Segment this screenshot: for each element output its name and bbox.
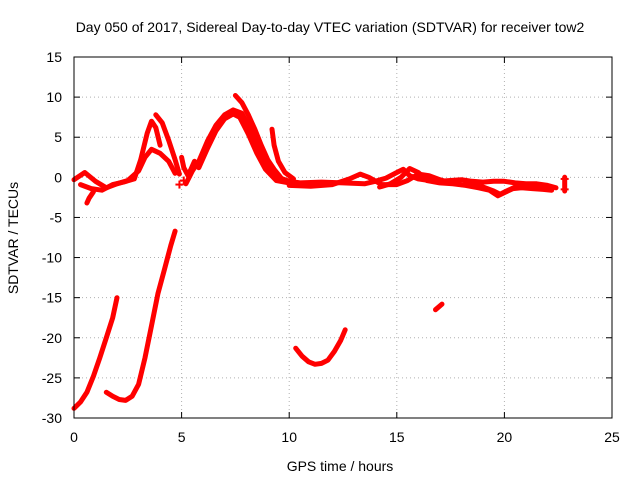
series-pass-8 [153,112,182,177]
series-pass-3 [293,327,348,367]
data-marker [179,176,188,185]
tick-labels: 0 5 10 15 20 25 -30 -25 -20 -15 -10 -5 0 5 10 15 [42,49,620,445]
y-tick-label: 15 [46,49,62,65]
y-tick-label: 5 [54,129,62,145]
data-marker [175,180,184,189]
plot-frame [73,56,613,419]
series-pass-10 [196,111,292,186]
y-tick-label: -20 [42,330,62,346]
series-pass-2 [103,228,178,403]
x-tick-label: 15 [389,429,405,445]
x-axis-label: GPS time / hours [287,458,394,474]
series-group [71,93,569,411]
series-pass-16 [377,166,555,199]
series-pass-12 [269,126,296,182]
series-pass-13 [179,154,197,179]
data-marker [560,185,569,194]
x-tick-label: 20 [497,429,513,445]
tick-marks [73,56,613,419]
grid-lines [74,57,612,418]
y-tick-label: -30 [42,410,62,426]
series-pass-1 [71,295,120,411]
x-tick-label: 25 [604,429,620,445]
y-tick-label: 0 [54,169,62,185]
series-pass-11 [232,93,284,180]
x-tick-label: 10 [281,429,297,445]
chart-title: Day 050 of 2017, Sidereal Day-to-day VTE… [76,19,585,35]
y-axis-label: SDTVAR / TECUs [5,182,21,294]
series-pass-6 [78,118,163,193]
x-tick-label: 0 [70,429,78,445]
series-pass-7 [84,189,96,206]
y-tick-label: -10 [42,250,62,266]
x-tick-label: 5 [178,429,186,445]
y-tick-label: -5 [50,209,63,225]
series-pass-4 [433,301,445,313]
y-tick-label: 10 [46,89,62,105]
y-tick-label: -25 [42,370,62,386]
y-tick-label: -15 [42,290,62,306]
data-marker [560,174,569,183]
